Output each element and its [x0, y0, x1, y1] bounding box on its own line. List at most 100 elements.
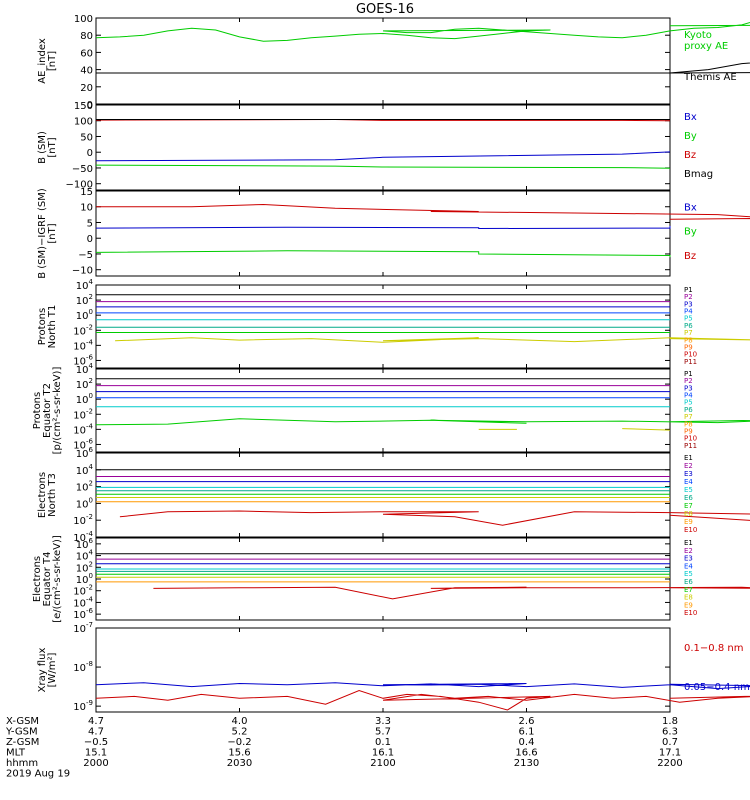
legend-label: E4 — [684, 478, 693, 486]
y-axis-label-line: Electrons — [32, 556, 43, 602]
y-axis-label: B (SM)−IGRF (SM)[nT] — [37, 188, 58, 279]
y-axis-label-line: [e/(cm²-s-sr-keV)] — [52, 535, 63, 623]
tick-exponent: 0 — [89, 496, 93, 504]
row-value: 0.4 — [519, 737, 535, 748]
panel-7: 10610410210010-210-410-6ElectronsEquator… — [32, 535, 750, 623]
row-label: Y-GSM — [5, 727, 38, 738]
row-value: 0.7 — [662, 737, 678, 748]
y-tick-label: 102 — [76, 293, 93, 307]
y-tick-label: 100 — [76, 392, 93, 406]
y-axis-label-line: B (SM) — [37, 131, 48, 164]
legend-label: P7 — [684, 329, 693, 337]
y-axis-label-line: [nT] — [47, 51, 58, 71]
y-axis-label: ProtonsEquator T2[p/(cm²-s-sr-keV)] — [32, 367, 63, 455]
y-tick-label: 10 — [80, 203, 93, 214]
y-axis-label-line: Xray flux — [37, 648, 48, 693]
legend-label: E6 — [684, 578, 693, 586]
y-tick-label: 10-6 — [73, 607, 93, 621]
legend-label: E6 — [684, 494, 693, 502]
y-axis-label-line: [W/m²] — [47, 652, 58, 687]
row-label: X-GSM — [6, 716, 39, 727]
series-0-1-0-8-nm — [95, 689, 750, 711]
row-value: 6.1 — [519, 727, 535, 738]
tick-exponent: 0 — [89, 308, 93, 316]
y-tick-label: 0 — [87, 234, 93, 245]
y-tick-label: 100 — [74, 117, 93, 128]
row-value: 15.6 — [228, 748, 250, 759]
row-value: 1.8 — [662, 716, 678, 727]
legend-label: P6 — [684, 406, 693, 414]
legend-label: P2 — [684, 293, 693, 301]
legend-label: E7 — [684, 502, 693, 510]
legend-label: P1 — [684, 370, 693, 378]
tick-exponent: -2 — [86, 323, 93, 331]
y-axis-label-line: B (SM)−IGRF (SM) — [37, 188, 48, 279]
row-value: 2200 — [657, 758, 682, 769]
y-tick-label: 10-2 — [73, 513, 93, 527]
y-tick-label: 102 — [76, 377, 93, 391]
legend-label: 0.1−0.8 nm — [684, 643, 743, 654]
y-tick-label: 104 — [76, 463, 94, 477]
y-axis-label-line: Equator T2 — [42, 383, 53, 438]
y-tick-label: 104 — [76, 278, 94, 292]
legend-label: Bx — [684, 202, 697, 213]
panel-8: 10-7 10-8 10-9 Xray flux[W/m²] 0.1−0.8 nm 0.0… — [37, 621, 750, 713]
legend-label: P10 — [684, 351, 697, 359]
legend-label: E8 — [684, 510, 693, 518]
panel-frame — [95, 452, 671, 538]
y-tick-label: 10-2 — [73, 407, 93, 421]
tick-exponent: 4 — [89, 362, 94, 370]
legend-label: E2 — [684, 547, 693, 555]
legend-label: E1 — [684, 539, 693, 547]
panel-frame — [95, 284, 671, 369]
series-themis-ae — [96, 62, 750, 74]
y-tick-label: 106 — [76, 446, 94, 460]
y-tick-label: −50 — [72, 164, 93, 175]
y-axis-label: Xray flux[W/m²] — [37, 648, 58, 693]
y-axis-label-line: [p/(cm²-s-sr-keV)] — [52, 367, 63, 455]
tick-exponent: 2 — [89, 560, 93, 568]
tick-exponent: 2 — [89, 480, 93, 488]
legend-label: proxy AE — [684, 41, 728, 52]
legend-label: By — [684, 131, 697, 142]
legend-label: P7 — [684, 413, 693, 421]
panel-frame — [95, 104, 671, 191]
series-bz — [96, 203, 750, 220]
y-tick-label: 10-8 — [73, 660, 93, 674]
legend-label: E3 — [684, 470, 693, 478]
row-value: −0.2 — [227, 737, 251, 748]
panel-frame — [95, 190, 671, 277]
y-tick-label: 150 — [74, 101, 93, 112]
legend-label: Kyoto — [684, 30, 712, 41]
row-value: 0.1 — [375, 737, 391, 748]
row-value: 4.7 — [88, 716, 104, 727]
series-kyoto-proxy-ae — [95, 22, 750, 42]
y-tick-label: 104 — [76, 362, 94, 376]
y-tick-label: 102 — [76, 480, 93, 494]
legend-label: Themis AE — [683, 72, 737, 83]
y-tick-label: 0 — [87, 148, 93, 159]
y-tick-label: 20 — [80, 83, 93, 94]
row-label: MLT — [6, 748, 26, 759]
y-axis-label: ElectronsEquator T4[e/(cm²-s-sr-keV)] — [32, 535, 63, 623]
series-by — [95, 250, 671, 258]
y-tick-label: 10-4 — [73, 338, 93, 352]
y-tick-label: 10-2 — [73, 323, 93, 337]
tick-exponent: -9 — [86, 699, 93, 707]
tick-exponent: 2 — [89, 377, 93, 385]
legend-label: 0.05−0.4 nm — [684, 682, 750, 693]
y-axis-label-line: North T3 — [47, 473, 58, 517]
row-label: 2019 Aug 19 — [6, 769, 70, 780]
row-value: 2100 — [370, 758, 395, 769]
row-value: 17.1 — [659, 748, 681, 759]
tick-exponent: -2 — [86, 584, 93, 592]
tick-exponent: -4 — [86, 530, 94, 538]
row-value: 4.7 — [88, 727, 104, 738]
legend-label: P10 — [684, 435, 697, 443]
legend-label: P4 — [684, 392, 693, 400]
tick-exponent: 0 — [89, 572, 93, 580]
